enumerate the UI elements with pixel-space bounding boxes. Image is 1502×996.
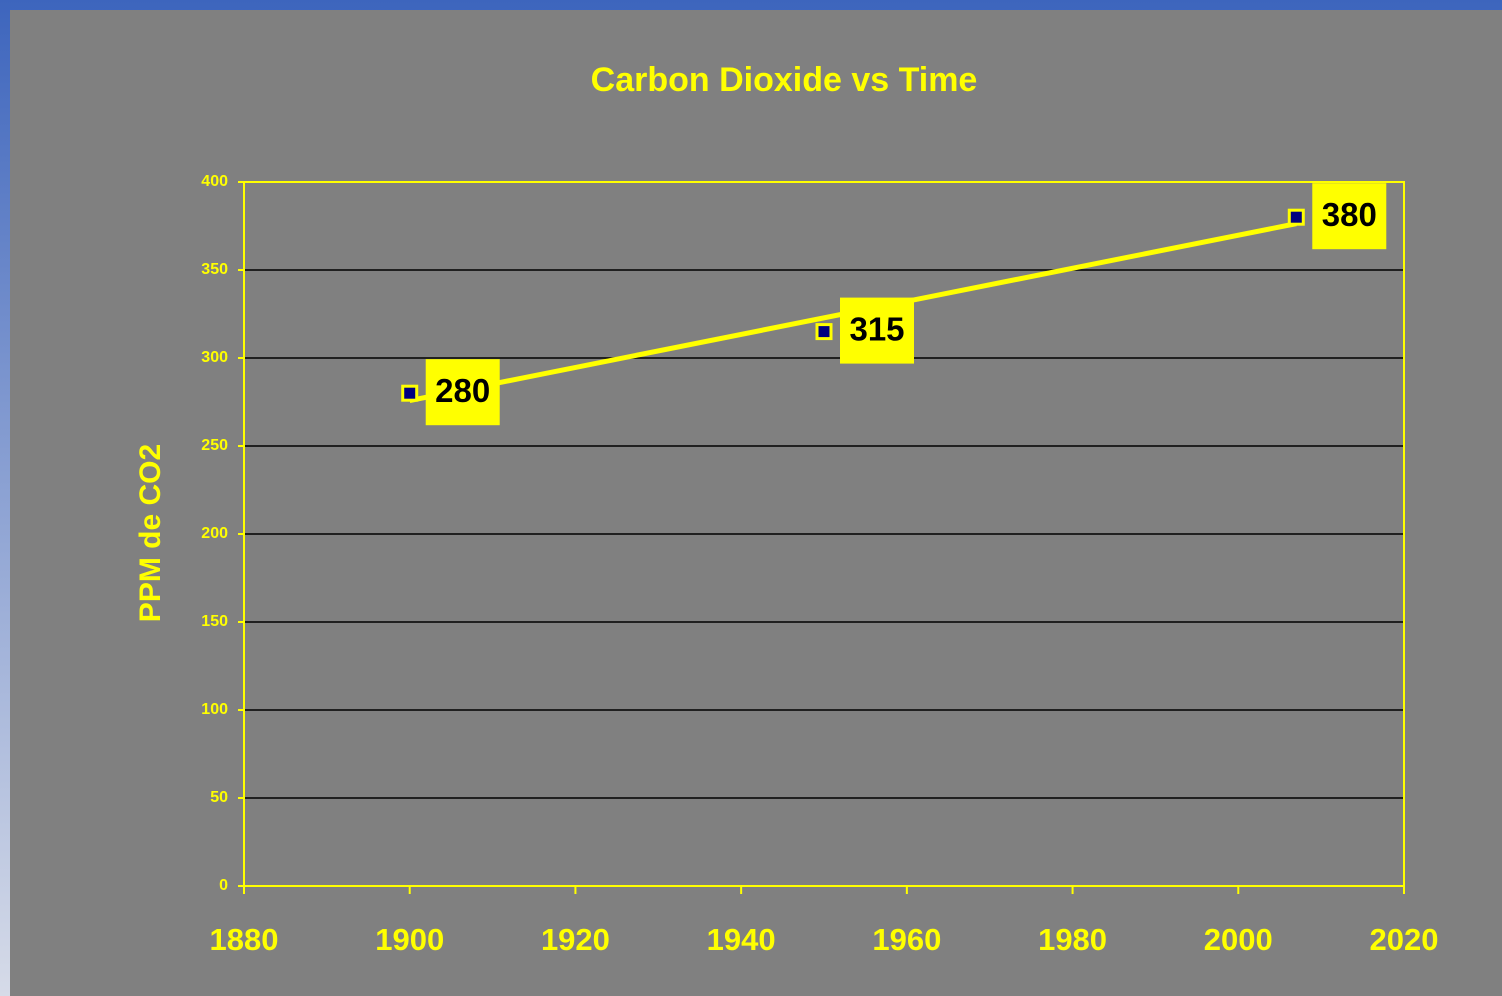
x-tick-label: 1880 (210, 922, 279, 957)
marker (815, 323, 833, 341)
y-axis-label: PPM de CO2 (134, 444, 167, 622)
x-tick-label: 1980 (1038, 922, 1107, 957)
y-tick-label: 150 (201, 613, 228, 630)
y-tick-label: 0 (219, 877, 228, 894)
data-label-box (840, 297, 914, 364)
data-label: 380 (1322, 196, 1377, 233)
y-tick-label: 100 (201, 701, 228, 718)
y-tick-label: 200 (201, 525, 228, 542)
x-tick-label: 1940 (707, 922, 776, 957)
y-tick-label: 400 (201, 173, 228, 190)
y-tick-label: 300 (201, 349, 228, 366)
y-tick-label: 250 (201, 437, 228, 454)
x-tick-label: 2000 (1204, 922, 1273, 957)
data-label-box (1312, 183, 1387, 250)
plot-frame (243, 181, 1405, 887)
data-label-box (425, 359, 500, 426)
x-tick-label: 1960 (872, 922, 941, 957)
marker (1287, 208, 1305, 226)
x-tick-label: 2020 (1370, 922, 1439, 957)
data-label: 280 (435, 372, 490, 409)
x-tick-label: 1920 (541, 922, 610, 957)
chart-title: Carbon Dioxide vs Time (591, 61, 978, 99)
data-label: 315 (849, 310, 904, 347)
x-tick-label: 1900 (375, 922, 444, 957)
chart-panel (10, 10, 1502, 996)
y-tick-label: 350 (201, 261, 228, 278)
marker (401, 384, 419, 402)
y-tick-label: 50 (210, 789, 228, 806)
